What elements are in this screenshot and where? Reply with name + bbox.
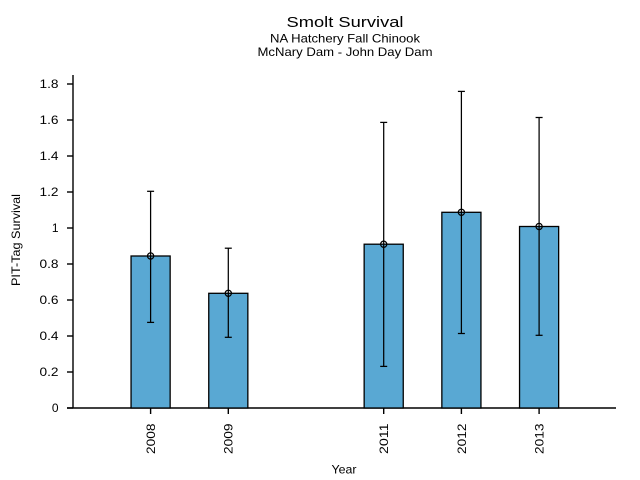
svg-text:2008: 2008 (144, 423, 158, 454)
svg-text:NA Hatchery Fall Chinook: NA Hatchery Fall Chinook (270, 32, 421, 46)
svg-text:Smolt Survival: Smolt Survival (287, 15, 404, 31)
svg-text:2009: 2009 (222, 423, 236, 454)
svg-text:2012: 2012 (455, 423, 469, 454)
svg-text:0.6: 0.6 (40, 293, 59, 307)
svg-text:1.4: 1.4 (40, 149, 59, 163)
svg-text:1.6: 1.6 (40, 113, 59, 127)
svg-text:PIT-Tag Survival: PIT-Tag Survival (9, 194, 23, 286)
svg-text:1.2: 1.2 (40, 185, 59, 199)
svg-text:1: 1 (52, 221, 59, 235)
svg-text:0: 0 (52, 401, 59, 415)
svg-text:Year: Year (332, 463, 357, 477)
svg-text:1.8: 1.8 (40, 77, 59, 91)
svg-text:2013: 2013 (533, 423, 547, 454)
svg-text:McNary Dam - John Day Dam: McNary Dam - John Day Dam (258, 45, 433, 59)
svg-text:0.8: 0.8 (40, 257, 59, 271)
svg-text:2011: 2011 (377, 423, 391, 454)
svg-text:0.4: 0.4 (40, 329, 59, 343)
svg-text:0.2: 0.2 (40, 365, 59, 379)
